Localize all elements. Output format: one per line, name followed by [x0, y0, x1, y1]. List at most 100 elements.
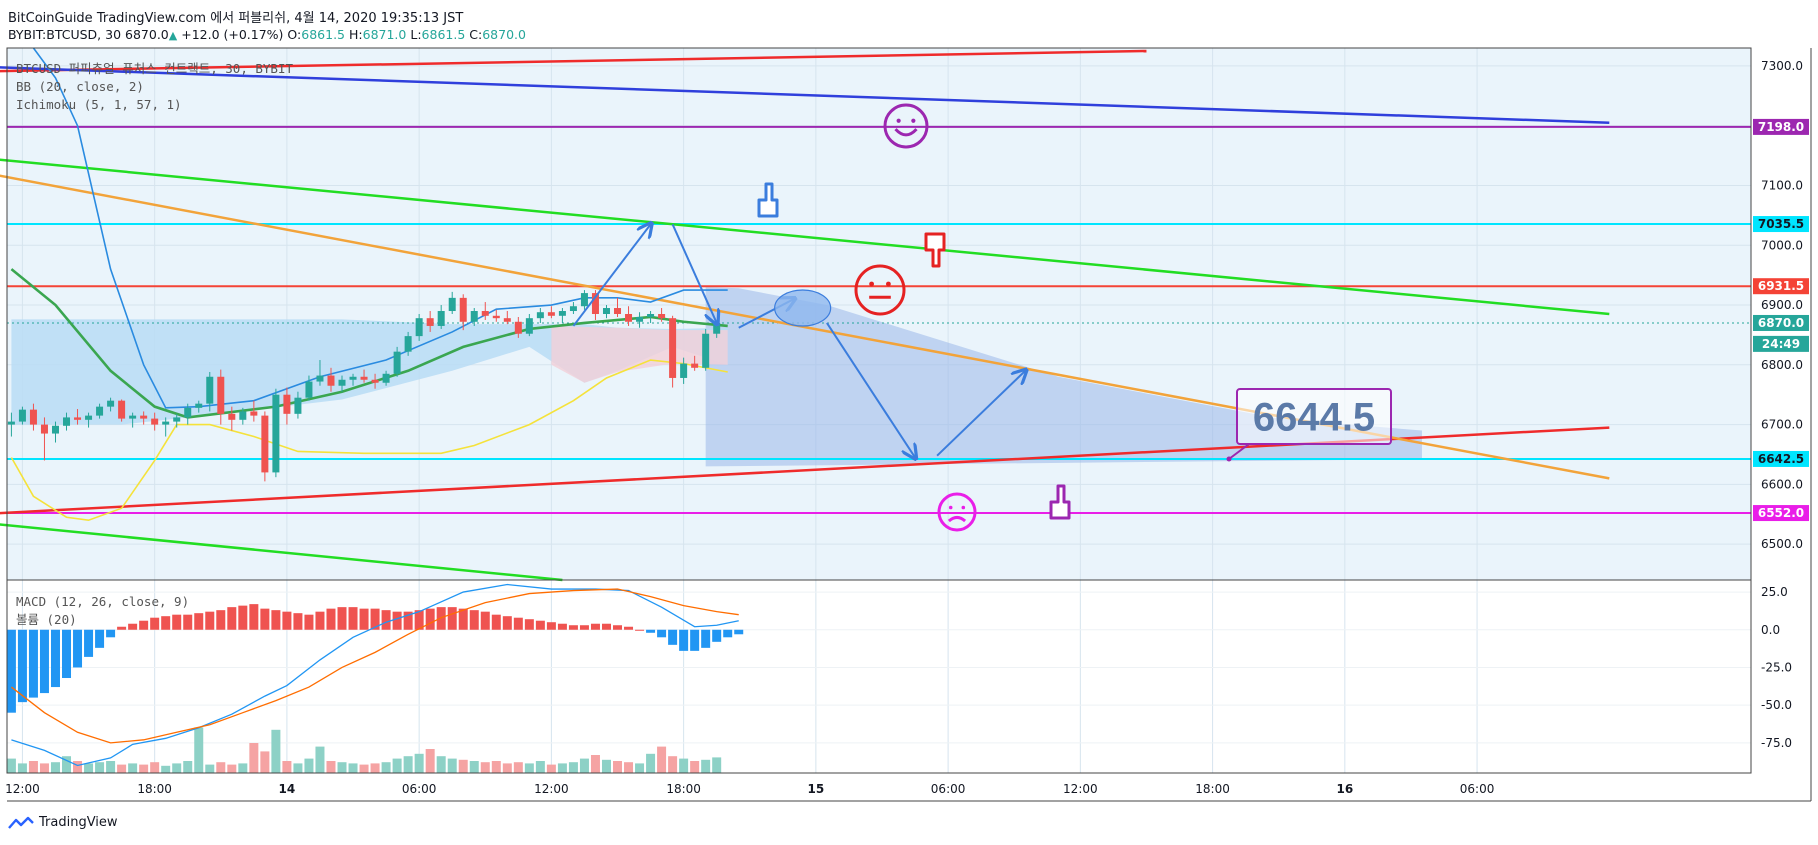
bb-upper-line: [32, 47, 728, 409]
macd-tick-label: 0.0: [1761, 623, 1780, 637]
volume-bar: [326, 761, 336, 773]
macd-hist-bar: [568, 625, 578, 630]
tradingview-logo-icon: [8, 816, 34, 829]
volume-bar: [28, 761, 38, 773]
volume-bar: [635, 763, 645, 773]
projection-arrow: [671, 223, 717, 323]
last-price: 6870.0: [125, 27, 169, 42]
volume-bar: [546, 764, 556, 773]
volume-bar: [6, 758, 16, 773]
projection-arrow: [936, 371, 1025, 457]
time-tick-label: 15: [808, 782, 825, 796]
drawings: 6644.5: [572, 103, 1392, 532]
candle-body: [18, 409, 26, 422]
macd-hist-bar: [117, 626, 127, 630]
price-label: 24:49: [1762, 337, 1800, 351]
candle-body: [558, 311, 566, 316]
projection-arrow: [572, 224, 650, 327]
candle-body: [437, 311, 445, 326]
macd-tick-label: -75.0: [1761, 736, 1792, 750]
price-label-bg: [1753, 335, 1809, 352]
price-label-bg: [1753, 314, 1809, 331]
volume-bar: [535, 761, 545, 773]
macd-hist-bar: [469, 610, 479, 630]
volume-bar: [414, 753, 424, 773]
macd-hist-bar: [17, 629, 27, 703]
candle-body: [283, 394, 291, 414]
volume-bar: [436, 756, 446, 773]
time-tick-label: 14: [279, 782, 296, 796]
macd-hist-bar: [84, 629, 94, 657]
macd-hist-bar: [458, 608, 468, 630]
candle-body: [625, 314, 633, 322]
candle-body: [691, 363, 699, 368]
candle-body: [239, 411, 247, 420]
price-label-bg: [1753, 278, 1809, 295]
volume-bar: [117, 764, 127, 773]
macd-hist-bar: [304, 614, 314, 630]
volume-bar: [447, 758, 457, 773]
price-axis: 7300.07200.07100.07000.06900.06800.06700…: [1753, 59, 1809, 750]
macd-hist-bar: [73, 629, 83, 668]
candle-body: [492, 315, 500, 319]
candle-body: [459, 297, 467, 322]
sad-face-icon-mouth: [947, 515, 967, 523]
volume-bar: [249, 743, 259, 773]
macd-hist-bar: [315, 611, 325, 630]
symbol-name: BYBIT:BTCUSD, 30: [8, 27, 122, 42]
macd-legend: MACD (12, 26, close, 9) 볼륨 (20): [16, 593, 189, 629]
happy-face-icon-face: [883, 103, 929, 149]
sad-face-icon-eye: [948, 505, 953, 510]
volume-bar: [304, 758, 314, 773]
candle-body: [481, 311, 489, 316]
annotation-pointer: [1228, 443, 1250, 460]
macd-hist-bar: [436, 607, 446, 630]
sad-face-icon-eye: [961, 505, 966, 510]
macd-hist-bar: [624, 626, 634, 630]
volume-bar: [480, 762, 490, 773]
candle-body: [713, 322, 721, 334]
volume-bar: [337, 762, 347, 773]
candle-body: [261, 415, 269, 473]
tradingview-brand[interactable]: TradingView: [8, 815, 118, 830]
price-label: 6931.5: [1758, 279, 1804, 293]
close-value: 6870.0: [482, 27, 526, 42]
neutral-face-icon-face: [854, 264, 906, 316]
volume-bar: [712, 757, 722, 773]
candle-body: [360, 376, 368, 380]
time-tick-label: 06:00: [931, 782, 966, 796]
high-label: H:: [349, 27, 363, 42]
macd-hist-bar: [161, 616, 171, 630]
candle-body: [40, 424, 48, 434]
candle-body: [658, 314, 666, 319]
bb-lower-line: [10, 359, 728, 522]
candle-body: [316, 375, 324, 382]
price-label: 6642.5: [1758, 452, 1804, 466]
price-tick-label: 6800.0: [1761, 358, 1803, 372]
candle-body: [702, 333, 710, 368]
neutral-face-icon-eye: [869, 281, 874, 287]
macd-line: [11, 583, 739, 767]
macd-hist-bar: [95, 629, 105, 648]
up-arrow-icon: ▲: [168, 29, 178, 42]
candle-body: [272, 394, 280, 473]
macd-hist-bar: [227, 607, 237, 630]
candle-body: [580, 293, 588, 307]
macd-hist-bar: [690, 629, 700, 651]
volume-bar: [62, 756, 72, 773]
volume-bar: [227, 764, 237, 773]
high-value: 6871.0: [362, 27, 407, 42]
volume-bar: [39, 763, 49, 773]
projection-arrow: [826, 322, 915, 457]
volume-bar: [701, 759, 711, 773]
volume-bar: [524, 763, 534, 773]
volume-bar: [392, 758, 402, 773]
macd-tick-label: 25.0: [1761, 585, 1788, 599]
candle-body: [195, 403, 203, 408]
macd-hist-bar: [238, 605, 248, 630]
volume-bar: [502, 763, 512, 773]
volume-bar: [128, 763, 138, 773]
macd-hist-bar: [447, 607, 457, 630]
macd-tick-label: -25.0: [1761, 660, 1792, 674]
